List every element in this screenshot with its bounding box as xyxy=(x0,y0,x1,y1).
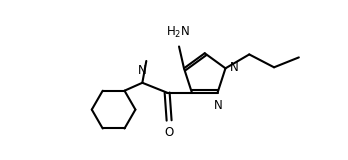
Text: N: N xyxy=(229,61,238,74)
Text: O: O xyxy=(165,126,174,139)
Text: H$_2$N: H$_2$N xyxy=(166,24,190,40)
Text: N: N xyxy=(214,99,223,112)
Text: N: N xyxy=(138,64,147,77)
